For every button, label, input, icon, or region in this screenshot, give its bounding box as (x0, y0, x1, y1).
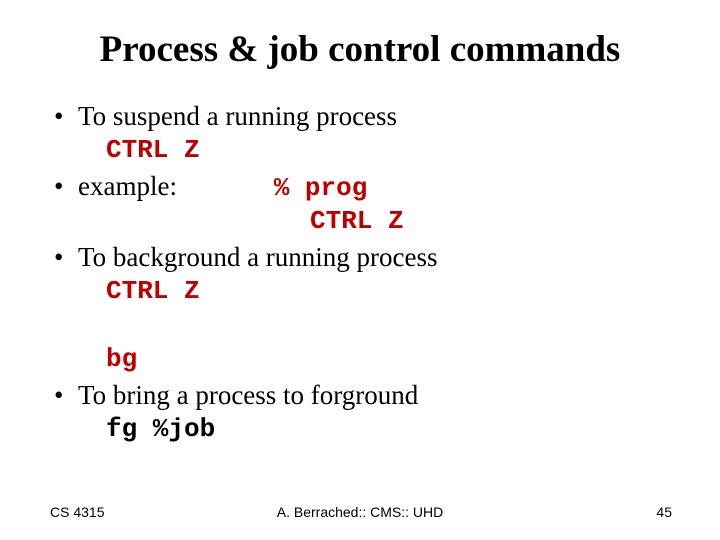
cmd-ctrl-z-2: CTRL Z (78, 205, 670, 238)
slide: Process & job control commands To suspen… (0, 0, 720, 540)
bullet-suspend: To suspend a running process CTRL Z (50, 99, 670, 167)
bullet-list: To suspend a running process CTRL Z exam… (50, 99, 670, 446)
bullet-example: example: % prog CTRL Z (50, 169, 670, 239)
bullet-background-text: To background a running process (78, 242, 438, 272)
cmd-fg-job: fg %job (78, 413, 670, 446)
footer-left: CS 4315 (50, 504, 104, 520)
bullet-foreground: To bring a process to forground fg %job (50, 378, 670, 446)
cmd-ctrl-z-3: CTRL Z (78, 275, 670, 308)
bullet-foreground-text: To bring a process to forground (78, 380, 418, 410)
footer-center: A. Berrached:: CMS:: UHD (0, 504, 720, 520)
bullet-example-label: example: (78, 171, 177, 201)
cmd-ctrl-z-1: CTRL Z (78, 134, 670, 167)
cmd-bg: bg (78, 343, 670, 376)
bullet-suspend-text: To suspend a running process (78, 101, 397, 131)
bullet-background: To background a running process CTRL Z b… (50, 240, 670, 376)
cmd-prog: % prog (274, 173, 368, 203)
footer-right: 45 (656, 504, 672, 520)
footer: CS 4315 A. Berrached:: CMS:: UHD 45 (0, 504, 720, 520)
slide-title: Process & job control commands (50, 28, 670, 71)
